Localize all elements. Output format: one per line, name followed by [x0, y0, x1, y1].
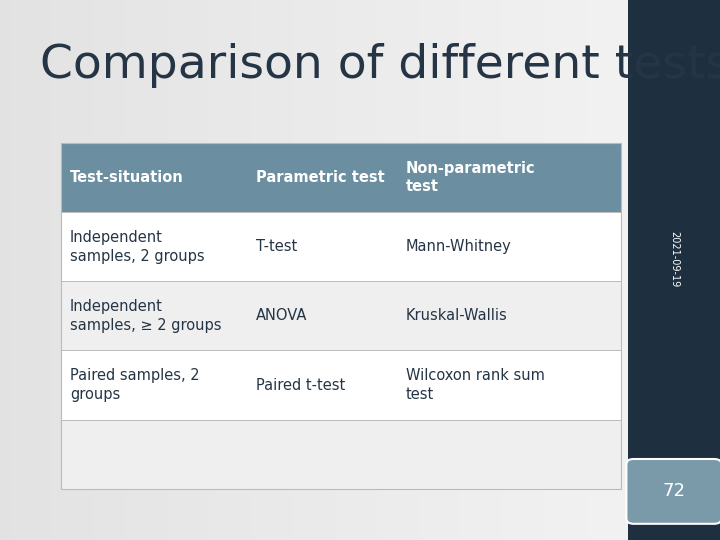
Bar	[377, 0, 387, 540]
Bar	[251, 0, 261, 540]
Bar	[513, 0, 523, 540]
Text: T-test: T-test	[256, 239, 297, 254]
Bar	[61, 420, 621, 489]
Point	[616, 347, 625, 354]
Bar	[439, 0, 450, 540]
Bar	[282, 0, 293, 540]
Bar	[554, 0, 565, 540]
Bar	[61, 143, 621, 212]
Bar	[0, 0, 11, 540]
Bar	[84, 0, 94, 540]
Bar	[220, 0, 230, 540]
Bar	[534, 0, 544, 540]
Bar	[11, 0, 21, 540]
Text: Independent
samples, 2 groups: Independent samples, 2 groups	[70, 230, 204, 264]
Bar	[482, 0, 492, 540]
Bar	[178, 0, 189, 540]
Text: 72: 72	[662, 482, 685, 501]
Bar	[61, 212, 621, 281]
Bar	[240, 0, 251, 540]
Bar	[61, 143, 621, 489]
Bar	[146, 0, 157, 540]
Bar	[293, 0, 303, 540]
Bar	[61, 350, 621, 420]
Bar	[157, 0, 168, 540]
Point	[616, 416, 625, 423]
Bar	[32, 0, 42, 540]
Bar	[210, 0, 220, 540]
Bar	[366, 0, 377, 540]
Bar	[418, 0, 429, 540]
Text: Test-situation: Test-situation	[70, 170, 184, 185]
FancyBboxPatch shape	[626, 459, 720, 524]
Text: Comparison of different tests: Comparison of different tests	[40, 43, 720, 88]
Bar	[199, 0, 210, 540]
Bar	[450, 0, 460, 540]
Bar	[460, 0, 471, 540]
Text: 2021-09-19: 2021-09-19	[669, 231, 679, 287]
Bar	[314, 0, 325, 540]
Text: Paired t-test: Paired t-test	[256, 377, 346, 393]
Bar	[325, 0, 335, 540]
Point	[616, 278, 625, 285]
Bar	[607, 0, 617, 540]
Bar	[303, 0, 314, 540]
Bar	[617, 0, 628, 540]
Bar	[53, 0, 63, 540]
Bar	[586, 0, 596, 540]
Bar	[104, 0, 115, 540]
Bar	[408, 0, 418, 540]
Bar	[272, 0, 282, 540]
Bar	[503, 0, 513, 540]
Bar	[575, 0, 586, 540]
Bar	[387, 0, 397, 540]
Bar	[596, 0, 607, 540]
Text: Independent
samples, ≥ 2 groups: Independent samples, ≥ 2 groups	[70, 299, 221, 333]
Bar	[397, 0, 408, 540]
Point	[616, 209, 625, 215]
Bar	[628, 0, 720, 540]
Bar	[61, 281, 621, 350]
Point	[57, 278, 66, 285]
Bar	[346, 0, 356, 540]
Bar	[523, 0, 534, 540]
Bar	[261, 0, 272, 540]
Point	[57, 347, 66, 354]
Bar	[168, 0, 178, 540]
Bar	[63, 0, 73, 540]
Bar	[42, 0, 53, 540]
Bar	[189, 0, 199, 540]
Text: Mann-Whitney: Mann-Whitney	[405, 239, 511, 254]
Bar	[335, 0, 346, 540]
Bar	[94, 0, 104, 540]
Text: Non-parametric
test: Non-parametric test	[405, 161, 535, 194]
Bar	[356, 0, 366, 540]
Text: Kruskal-Wallis: Kruskal-Wallis	[405, 308, 508, 323]
Bar	[429, 0, 439, 540]
Bar	[230, 0, 240, 540]
Bar	[73, 0, 84, 540]
Text: ANOVA: ANOVA	[256, 308, 307, 323]
Point	[57, 416, 66, 423]
Bar	[21, 0, 32, 540]
Bar	[136, 0, 146, 540]
Bar	[492, 0, 503, 540]
Text: Parametric test: Parametric test	[256, 170, 385, 185]
Point	[57, 209, 66, 215]
Bar	[115, 0, 125, 540]
Bar	[471, 0, 482, 540]
Text: Paired samples, 2
groups: Paired samples, 2 groups	[70, 368, 199, 402]
Text: Wilcoxon rank sum
test: Wilcoxon rank sum test	[405, 368, 544, 402]
Bar	[565, 0, 575, 540]
Bar	[544, 0, 554, 540]
Bar	[125, 0, 136, 540]
